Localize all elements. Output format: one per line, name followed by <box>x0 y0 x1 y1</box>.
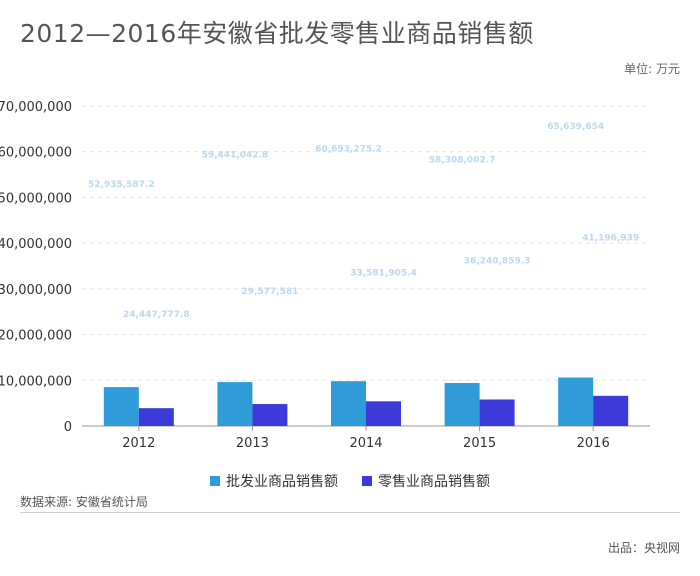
data-label-retail: 29,577,581 <box>241 287 298 297</box>
data-label-retail: 41,196,939 <box>582 234 639 244</box>
divider <box>20 512 680 513</box>
grid-lines <box>82 105 650 381</box>
data-label-retail: 36,240,859.3 <box>464 256 531 266</box>
bars <box>103 377 629 426</box>
unit-label: 单位: 万元 <box>624 62 680 76</box>
legend-item-wholesale[interactable]: 批发业商品销售额 <box>210 471 338 491</box>
bar-retail <box>366 401 401 426</box>
y-tick-label: 60,000,000 <box>0 146 72 161</box>
legend-item-retail[interactable]: 零售业商品销售额 <box>362 471 490 491</box>
x-tick-label: 2015 <box>463 436 496 451</box>
data-labels: 52,935,587.2 59,441,042.8 60,693,275.2 58,3… <box>88 122 639 320</box>
x-tick-label: 2013 <box>236 436 269 451</box>
bar-wholesale <box>331 381 366 426</box>
data-label-wholesale: 52,935,587.2 <box>88 180 155 190</box>
x-tick-label: 2014 <box>349 436 382 451</box>
bar-wholesale <box>103 387 139 426</box>
legend-swatch-retail <box>362 476 372 486</box>
x-tick-label: 2012 <box>122 436 155 451</box>
legend-label-wholesale: 批发业商品销售额 <box>226 474 338 490</box>
data-source: 数据来源: 安徽省统计局 <box>20 495 148 509</box>
y-tick-label: 10,000,000 <box>0 374 72 389</box>
y-tick-label: 30,000,000 <box>0 283 72 298</box>
legend-swatch-wholesale <box>210 476 220 486</box>
y-tick-label: 0 <box>64 420 72 435</box>
bar-retail <box>252 404 288 426</box>
y-tick-label: 40,000,000 <box>0 237 72 252</box>
legend-label-retail: 零售业商品销售额 <box>378 474 490 490</box>
legend: 批发业商品销售额 零售业商品销售额 <box>0 471 700 491</box>
bar-chart: 0 10,000,000 20,000,000 30,000,000 40,000,00… <box>0 100 650 451</box>
y-tick-label: 70,000,000 <box>0 100 72 115</box>
bar-wholesale <box>444 383 480 426</box>
bar-retail <box>138 408 174 426</box>
data-label-wholesale: 59,441,042.8 <box>202 150 269 160</box>
y-axis: 0 10,000,000 20,000,000 30,000,000 40,000,00… <box>0 100 72 435</box>
bar-retail <box>479 399 515 426</box>
data-label-wholesale: 65,639,654 <box>547 122 604 132</box>
y-tick-label: 50,000,000 <box>0 191 72 206</box>
data-label-wholesale: 60,693,275.2 <box>315 145 382 155</box>
y-tick-label: 20,000,000 <box>0 329 72 344</box>
bar-retail <box>593 395 629 426</box>
x-axis: 2012 2013 2014 2015 2016 <box>82 425 650 451</box>
data-label-wholesale: 58,308,002.7 <box>429 155 496 165</box>
data-label-retail: 33,581,905.4 <box>350 268 417 278</box>
bar-wholesale <box>217 382 253 426</box>
chart-title: 2012—2016年安徽省批发零售业商品销售额 <box>20 19 534 48</box>
publisher: 出品：央视网 <box>607 541 680 555</box>
x-tick-label: 2016 <box>577 436 610 451</box>
bar-wholesale <box>558 377 594 426</box>
data-label-retail: 24,447,777.8 <box>123 310 190 320</box>
